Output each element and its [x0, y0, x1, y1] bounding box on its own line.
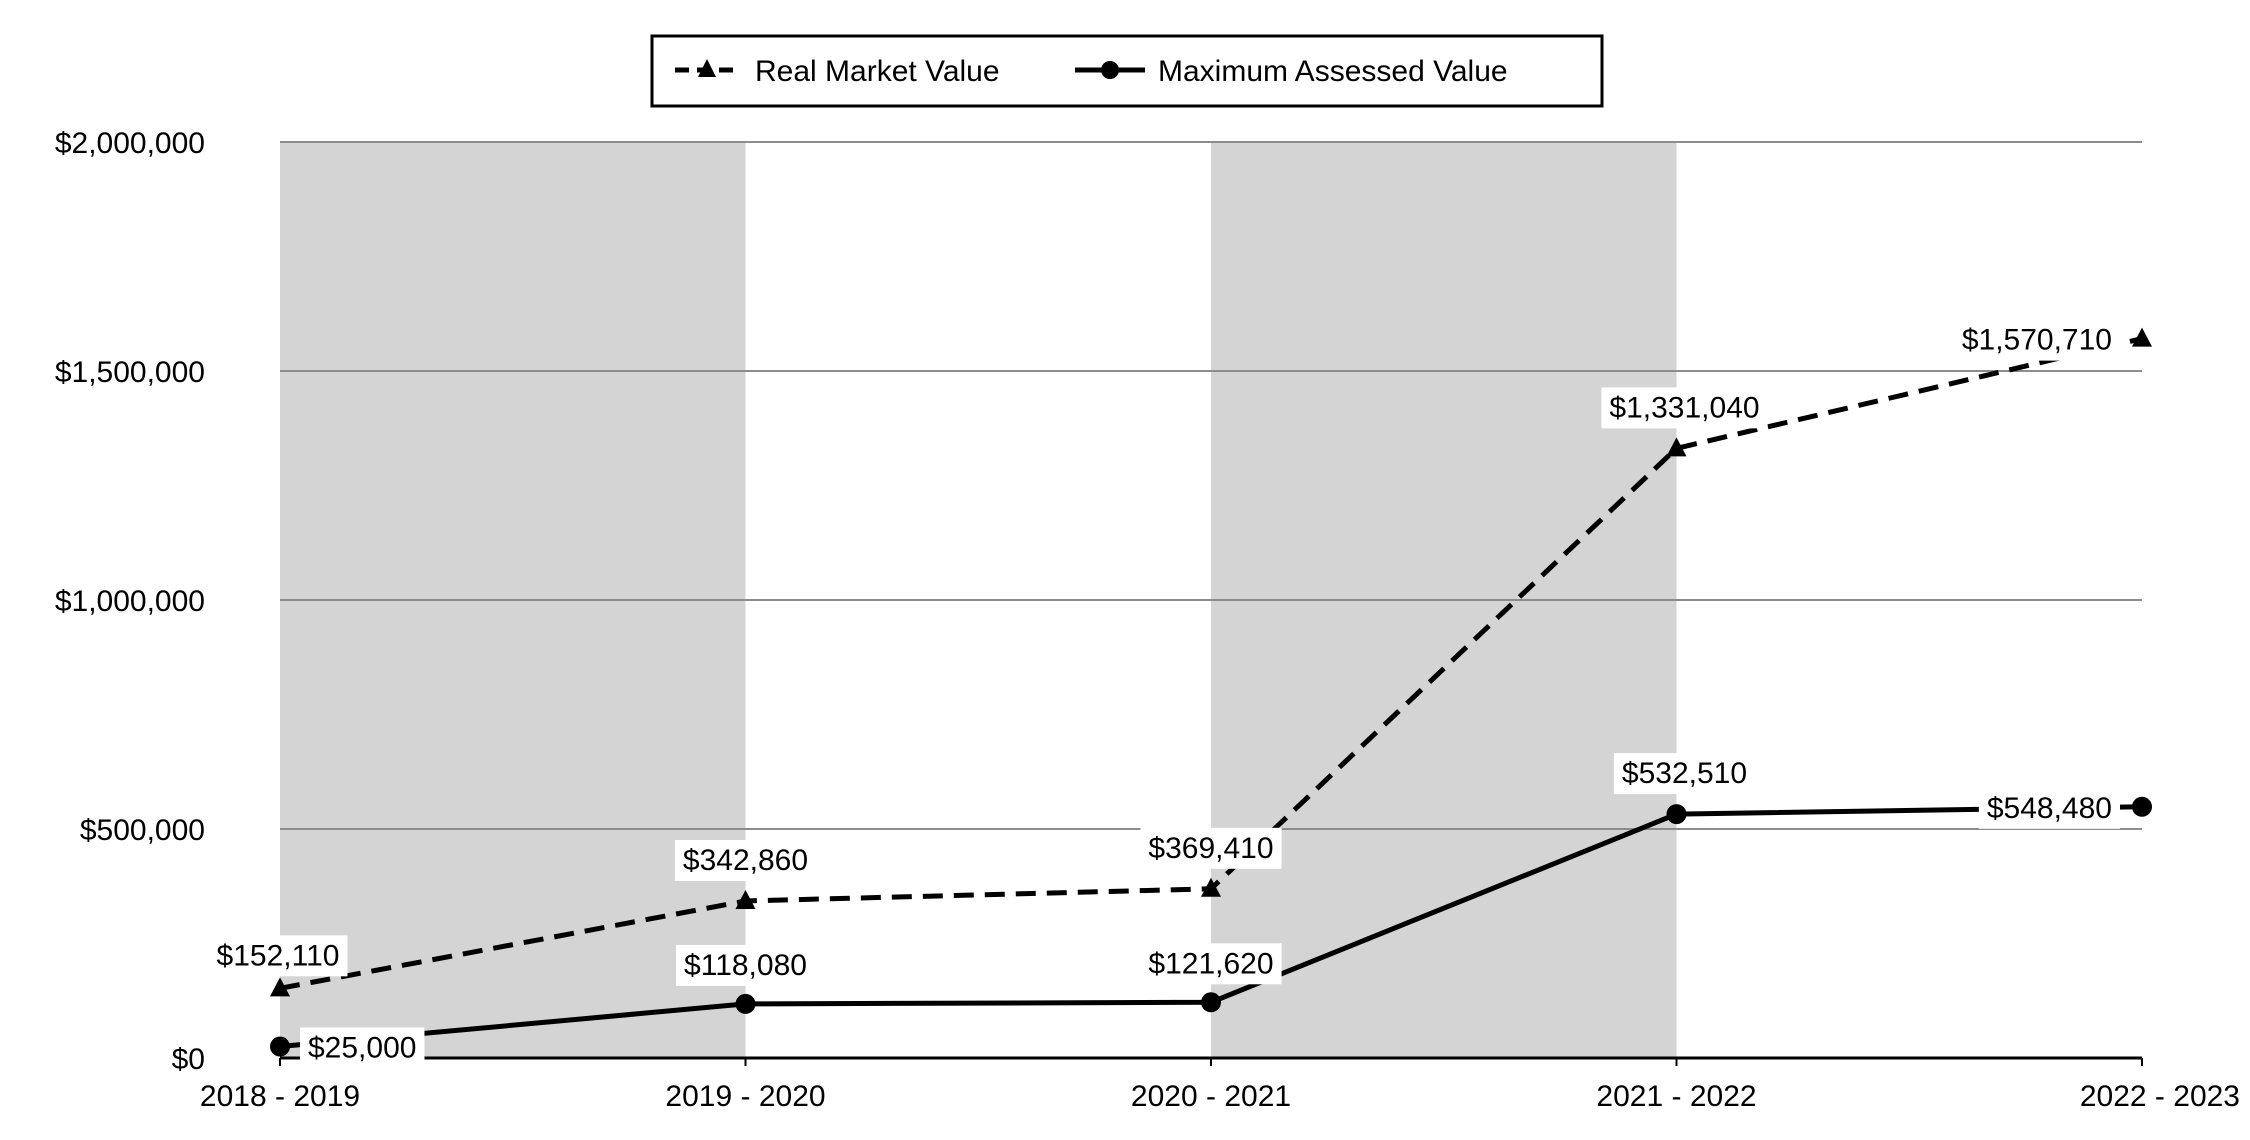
legend: Real Market Value Maximum Assessed Value: [650, 34, 1604, 108]
circle-marker[interactable]: [1666, 804, 1687, 825]
triangle-marker[interactable]: [735, 889, 756, 909]
x-tick-label: 2020 - 2021: [1131, 1080, 1291, 1113]
data-label-background: [208, 935, 348, 977]
data-label-background: [676, 944, 815, 986]
data-label-text: $548,480: [1987, 792, 2112, 825]
legend-item-maximum-assessed-value[interactable]: Maximum Assessed Value: [1075, 55, 1508, 88]
y-tick-label: $0: [172, 1043, 205, 1076]
data-label-text: $152,110: [217, 939, 340, 972]
data-label-text: $121,620: [1148, 947, 1273, 980]
y-tick-label: $2,000,000: [55, 127, 205, 160]
triangle-marker[interactable]: [2132, 327, 2152, 347]
legend-circle-icon: [1101, 61, 1119, 79]
y-tick-label: $1,000,000: [55, 585, 205, 618]
legend-item-real-market-value[interactable]: Real Market Value: [675, 55, 1000, 88]
data-label-background: [1601, 387, 1768, 429]
data-label-background: [1953, 319, 2120, 361]
axes: $0 $500,000 $1,000,000 $1,500,000 $2,000,000…: [55, 127, 2240, 1113]
data-label-background: [674, 839, 817, 881]
triangle-marker[interactable]: [1201, 877, 1221, 897]
circle-marker[interactable]: [270, 1036, 290, 1057]
legend-label-maximum-assessed-value: Maximum Assessed Value: [1158, 55, 1508, 88]
data-label: $1,570,710: [1953, 319, 2120, 361]
data-label-text: $342,860: [683, 844, 808, 877]
y-tick-label: $1,500,000: [55, 356, 205, 389]
data-label: $118,080: [676, 944, 815, 986]
data-label: $1,331,040: [1601, 387, 1768, 429]
x-tick-label: 2018 - 2019: [200, 1080, 360, 1113]
data-label: $548,480: [1978, 787, 2120, 829]
circle-marker[interactable]: [735, 993, 756, 1014]
series-markers: [270, 327, 2152, 1057]
x-tick-label: 2019 - 2020: [665, 1080, 825, 1113]
data-label-background: [1613, 753, 1756, 795]
data-label-text: $1,331,040: [1609, 391, 1759, 424]
data-label-background: [300, 1027, 425, 1069]
data-label: $532,510: [1613, 753, 1756, 795]
x-tick-label: 2021 - 2022: [1596, 1080, 1756, 1113]
circle-marker[interactable]: [2132, 796, 2152, 817]
data-labels: $152,110 $342,860 $369,410 $1,331,040 $1,570…: [208, 319, 2120, 1069]
data-label-text: $118,080: [684, 949, 807, 982]
data-label-background: [1140, 943, 1282, 985]
data-label: $152,110: [208, 935, 348, 977]
triangle-marker[interactable]: [1666, 437, 1687, 457]
circle-marker[interactable]: [1201, 992, 1221, 1013]
legend-triangle-icon: [698, 59, 716, 77]
data-label-text: $532,510: [1622, 757, 1747, 790]
data-label-text: $25,000: [308, 1032, 416, 1065]
x-tick-label: 2022 - 2023: [2080, 1080, 2240, 1113]
data-label-text: $1,570,710: [1962, 324, 2112, 357]
data-label: $369,410: [1140, 827, 1282, 869]
data-label: $121,620: [1140, 943, 1282, 985]
data-label-background: [1140, 827, 1282, 869]
data-label-background: [1978, 787, 2120, 829]
triangle-marker[interactable]: [270, 977, 290, 997]
legend-label-real-market-value: Real Market Value: [755, 55, 1000, 88]
y-tick-label: $500,000: [80, 814, 205, 847]
data-label: $342,860: [674, 839, 817, 881]
data-label: $25,000: [300, 1027, 425, 1069]
data-label-text: $369,410: [1148, 832, 1273, 865]
